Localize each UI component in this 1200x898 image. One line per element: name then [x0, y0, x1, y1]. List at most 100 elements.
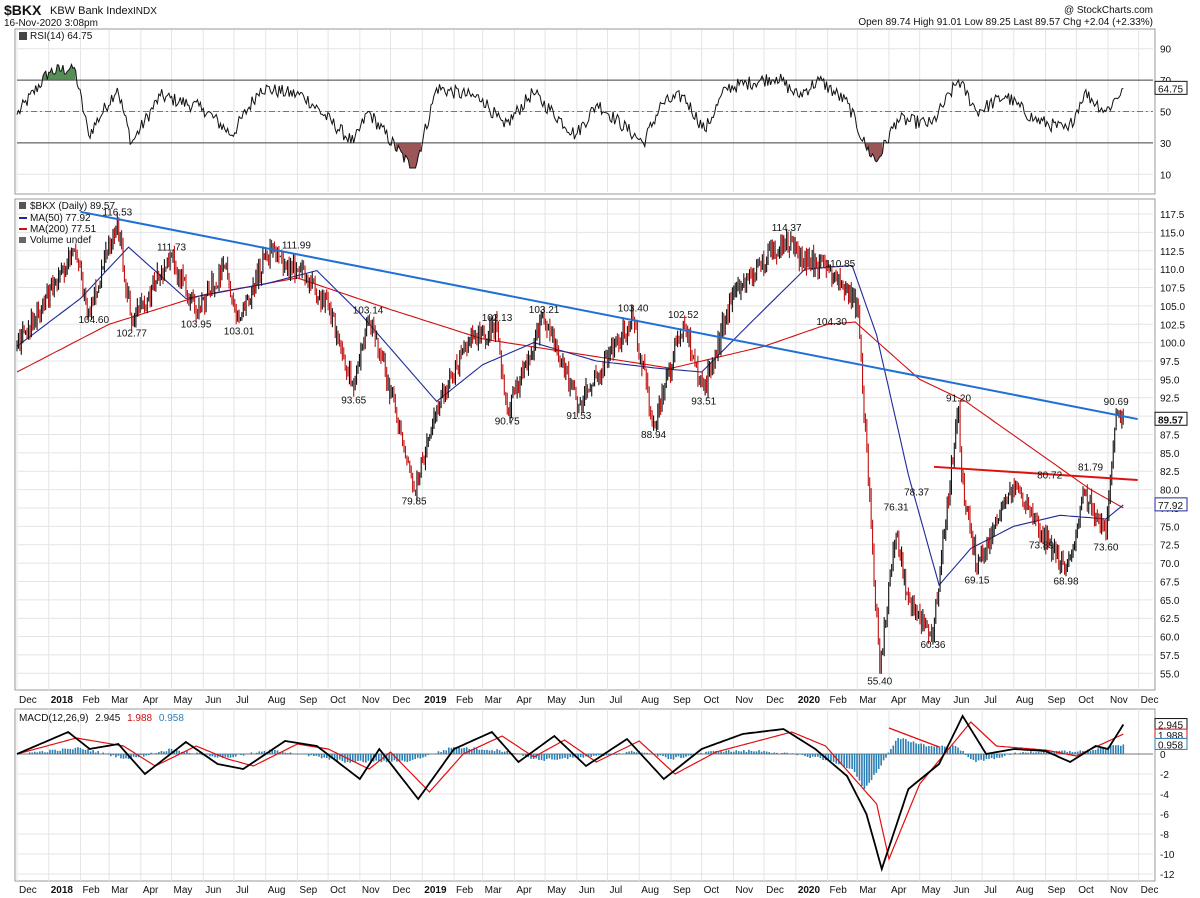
rsi-legend-icon: [19, 32, 27, 40]
x-tick-label-mid: Aug: [1016, 695, 1034, 706]
price-annotation: 80.72: [1037, 470, 1062, 481]
rsi-oversold-fill: [395, 142, 422, 168]
price-annotation: 114.37: [772, 223, 802, 234]
price-y-tick-label: 75.0: [1160, 522, 1180, 533]
price-y-tick-label: 57.5: [1160, 651, 1180, 662]
x-tick-label-mid: Mar: [111, 695, 129, 706]
signal-legend-value: 1.988: [127, 713, 152, 724]
x-tick-label-bottom: 2020: [798, 885, 821, 896]
watermark: @ StockCharts.com: [1064, 5, 1153, 16]
price-layer: 104.60 116.53 102.77 111.73 103.95 103.01 111.…: [16, 207, 1138, 687]
macd-layer: [16, 714, 1153, 873]
x-tick-label-mid: Feb: [82, 695, 100, 706]
chart-exchange: INDX: [133, 6, 157, 17]
price-annotation: 91.53: [566, 411, 591, 422]
trend-line-red: [933, 465, 1138, 482]
x-tick-label-bottom: Nov: [362, 885, 380, 896]
x-tick-label-mid: Oct: [704, 695, 720, 706]
price-annotation: 73.89: [1029, 540, 1054, 551]
price-annotation: 111.73: [157, 242, 187, 253]
price-y-tick-label: 105.0: [1160, 302, 1185, 313]
ma200-legend-text: MA(200) 77.51: [30, 224, 97, 235]
x-tick-label-mid: May: [547, 695, 566, 706]
x-tick-label-mid: Dec: [766, 695, 784, 706]
x-tick-label-bottom: May: [922, 885, 941, 896]
price-annotation: 73.60: [1093, 543, 1118, 554]
price-annotation: 91.20: [946, 393, 971, 404]
price-annotation: 102.77: [116, 328, 147, 339]
x-tick-label-bottom: May: [547, 885, 566, 896]
x-tick-label-mid: Feb: [456, 695, 474, 706]
price-y-tick-label: 72.5: [1160, 541, 1180, 552]
x-tick-label-mid: 2020: [798, 695, 821, 706]
macd-y-tick-label: -4: [1160, 790, 1169, 801]
x-tick-label-bottom: Sep: [673, 885, 691, 896]
hist-value-marker: [1154, 737, 1188, 750]
last-price-value: 89.57: [1158, 415, 1183, 426]
x-tick-label-mid: Mar: [859, 695, 877, 706]
price-grid: [16, 200, 1153, 690]
rsi-layer: [16, 62, 1153, 169]
rsi-overbought-fill: [43, 64, 76, 81]
price-y-tick-label: 70.0: [1160, 559, 1180, 570]
x-tick-label-bottom: Dec: [19, 885, 37, 896]
rsi-y-tick-label: 10: [1160, 170, 1172, 181]
price-annotation: 68.98: [1053, 577, 1078, 588]
price-annotation: 60.36: [920, 640, 945, 651]
price-y-tick-label: 115.0: [1160, 228, 1185, 239]
price-annotation: 103.95: [181, 320, 212, 331]
price-y-tick-label: 97.5: [1160, 357, 1180, 368]
price-annotation: 93.51: [691, 396, 716, 407]
macd-legend: MACD(12,26,9) 2.945 1.988 0.958: [19, 713, 184, 724]
x-tick-label-mid: Jun: [579, 695, 595, 706]
x-tick-label-bottom: Oct: [704, 885, 720, 896]
x-tick-label-bottom: 2019: [424, 885, 447, 896]
x-tick-label-mid: Jun: [953, 695, 969, 706]
x-tick-label-bottom: Aug: [1016, 885, 1034, 896]
price-legend: $BKX (Daily) 89.57 MA(50) 77.92 MA(200) …: [19, 201, 115, 246]
rsi-legend-text: RSI(14) 64.75: [30, 31, 93, 42]
macd-signal-line: [16, 721, 1124, 862]
x-tick-label-mid: May: [174, 695, 193, 706]
price-y-tick-label: 65.0: [1160, 596, 1180, 607]
price-annotation: 104.60: [78, 315, 109, 326]
price-annotation: 110.85: [825, 259, 855, 270]
price-y-tick-label: 102.5: [1160, 320, 1185, 331]
price-y-tick-label: 92.5: [1160, 394, 1180, 405]
rsi-line: [16, 62, 1124, 169]
macd-y-tick-label: -8: [1160, 830, 1169, 841]
x-tick-label-bottom: Oct: [1078, 885, 1094, 896]
macd-line: [16, 714, 1125, 873]
x-tick-label-bottom: Aug: [641, 885, 659, 896]
price-y-tick-label: 110.0: [1160, 265, 1185, 276]
price-y-tick-label: 60.0: [1160, 633, 1180, 644]
price-y-axis: 55.057.560.062.565.067.570.072.575.077.5…: [1154, 210, 1188, 680]
price-annotation: 103.21: [529, 305, 560, 316]
rsi-overbought-fill: [760, 76, 764, 81]
rsi-y-axis: 103050709064.75: [1154, 45, 1188, 181]
macd-y-tick-label: -12: [1160, 870, 1175, 881]
x-tick-label-mid: Nov: [735, 695, 753, 706]
x-tick-label-mid: Feb: [830, 695, 848, 706]
price-annotation: 103.01: [224, 327, 255, 338]
x-tick-label-bottom: Feb: [82, 885, 100, 896]
price-legend-icon: [19, 202, 26, 209]
ma50-line: [16, 246, 1124, 587]
svg-text:MACD(12,26,9) 2.945: MACD(12,26,9) 2.945 1.988 0.958: [19, 713, 184, 724]
x-tick-label-mid: Oct: [330, 695, 346, 706]
price-annotation: 69.15: [964, 575, 989, 586]
macd-legend-label: MACD(12,26,9): [19, 713, 88, 724]
x-tick-label-mid: Dec: [19, 695, 37, 706]
price-annotation: 116.53: [102, 207, 132, 218]
x-tick-label-bottom: Nov: [735, 885, 753, 896]
x-tick-label-bottom: Jul: [984, 885, 997, 896]
price-annotation: 90.69: [1104, 397, 1129, 408]
price-y-tick-label: 82.5: [1160, 467, 1180, 478]
x-tick-label-mid: Dec: [1141, 695, 1159, 706]
macd-y-tick-label: 0: [1160, 750, 1166, 761]
price-annotation: 111.99: [282, 241, 312, 252]
x-tick-label-mid: Nov: [362, 695, 380, 706]
x-tick-label-mid: Jul: [236, 695, 249, 706]
x-tick-label-mid: 2019: [424, 695, 447, 706]
